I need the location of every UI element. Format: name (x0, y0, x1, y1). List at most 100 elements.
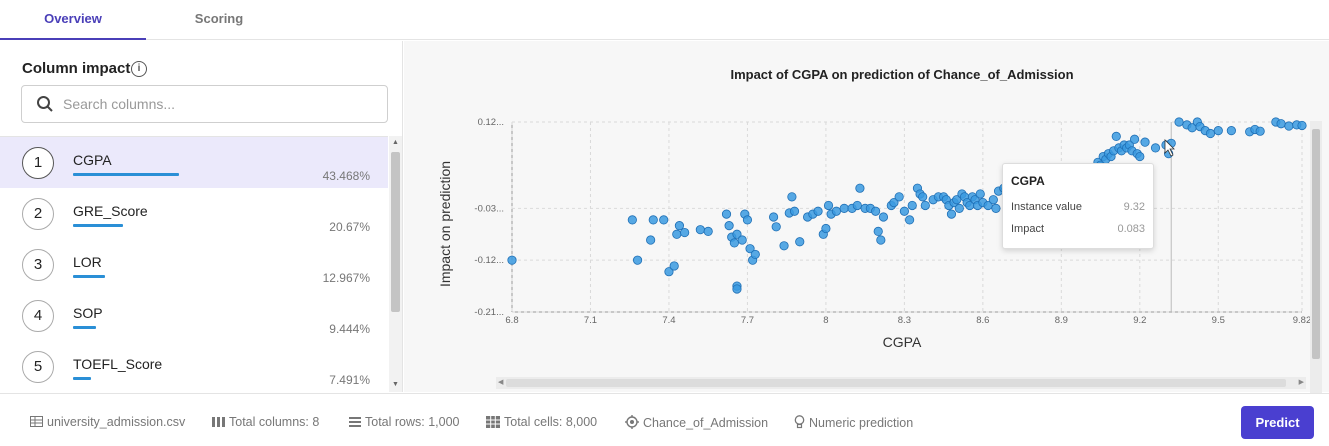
scroll-down-icon[interactable]: ▼ (392, 381, 399, 388)
data-point[interactable] (1255, 126, 1265, 136)
list-scrollbar[interactable]: ▲ ▼ (389, 136, 402, 392)
impact-bar (73, 173, 179, 176)
chart-vertical-scrollbar[interactable] (1310, 121, 1322, 411)
column-item-cgpa[interactable]: 1 CGPA 43.468% (0, 137, 388, 188)
column-list: 1 CGPA 43.468% 2 GRE_Score 20.67% 3 LOR … (0, 136, 388, 392)
column-item-toefl-score[interactable]: 5 TOEFL_Score 7.491% (0, 341, 388, 392)
data-point[interactable] (889, 198, 899, 208)
data-point[interactable] (855, 183, 865, 193)
scatter-chart: Impact of CGPA on prediction of Chance_o… (437, 67, 1311, 350)
target-icon (625, 415, 639, 429)
data-point[interactable] (703, 226, 713, 236)
scroll-up-icon[interactable]: ▲ (392, 139, 399, 146)
data-point[interactable] (507, 255, 517, 265)
data-point[interactable] (745, 244, 755, 254)
data-point[interactable] (1174, 117, 1184, 127)
data-point[interactable] (821, 223, 831, 234)
data-point[interactable] (659, 215, 669, 225)
data-point[interactable] (1140, 137, 1150, 147)
predict-button[interactable]: Predict (1241, 406, 1314, 439)
data-point[interactable] (988, 195, 998, 205)
data-point[interactable] (1276, 119, 1286, 129)
data-point[interactable] (918, 192, 928, 202)
scroll-right-icon[interactable]: ▶ (1298, 379, 1304, 386)
data-point[interactable] (920, 200, 930, 211)
data-point[interactable] (680, 227, 690, 238)
data-point[interactable] (627, 215, 637, 225)
data-point[interactable] (1297, 120, 1307, 131)
x-tick-label: 6.8 (505, 315, 518, 326)
tab-overview[interactable]: Overview (0, 0, 146, 40)
data-point[interactable] (729, 238, 739, 248)
data-point[interactable] (732, 284, 742, 294)
search-input[interactable] (63, 94, 363, 114)
data-point[interactable] (1213, 126, 1223, 136)
search-icon (37, 96, 53, 112)
data-point[interactable] (852, 200, 862, 211)
data-point[interactable] (724, 221, 734, 231)
data-point[interactable] (907, 200, 917, 211)
data-point[interactable] (946, 209, 957, 219)
column-item-lor[interactable]: 3 LOR 12.967% (0, 239, 388, 290)
column-name: LOR (73, 254, 102, 270)
data-point[interactable] (695, 225, 705, 235)
x-tick-label: 9.2 (1133, 315, 1146, 326)
data-point[interactable] (732, 229, 742, 239)
data-point[interactable] (831, 206, 841, 216)
scroll-thumb[interactable] (391, 152, 400, 312)
data-point[interactable] (721, 209, 732, 219)
column-item-sop[interactable]: 4 SOP 9.444% (0, 290, 388, 341)
data-point[interactable] (646, 235, 656, 245)
data-point[interactable] (742, 215, 753, 225)
data-point[interactable] (905, 215, 915, 225)
tooltip-title: CGPA (1011, 174, 1045, 188)
data-point[interactable] (1111, 131, 1121, 141)
data-point[interactable] (876, 235, 886, 245)
impact-percent: 20.67% (329, 220, 370, 234)
chart-horizontal-scrollbar[interactable]: ◀ ▶ (496, 377, 1306, 389)
data-point[interactable] (952, 195, 962, 205)
data-point[interactable] (632, 255, 643, 265)
data-point[interactable] (839, 203, 849, 213)
data-point[interactable] (664, 267, 674, 277)
data-point[interactable] (750, 249, 760, 260)
data-point[interactable] (873, 226, 883, 236)
data-point[interactable] (1226, 126, 1236, 136)
data-point[interactable] (991, 203, 1001, 213)
data-point[interactable] (789, 206, 800, 216)
data-point[interactable] (1284, 121, 1294, 131)
data-point[interactable] (871, 206, 881, 216)
data-point[interactable] (813, 206, 823, 216)
lightbulb-icon (794, 415, 805, 429)
data-point[interactable] (648, 215, 658, 225)
data-point[interactable] (674, 221, 685, 231)
rank-badge: 4 (22, 300, 54, 332)
data-point[interactable] (787, 192, 797, 202)
data-point[interactable] (737, 235, 747, 245)
tab-scoring[interactable]: Scoring (194, 11, 244, 26)
tooltip-value: 0.083 (1117, 223, 1145, 235)
data-point[interactable] (672, 229, 682, 239)
scroll-thumb[interactable] (506, 379, 1286, 387)
scroll-left-icon[interactable]: ◀ (498, 379, 504, 386)
scroll-thumb[interactable] (1312, 129, 1320, 359)
data-point[interactable] (1135, 151, 1145, 162)
data-point[interactable] (975, 189, 985, 199)
data-point[interactable] (1205, 128, 1216, 139)
data-point[interactable] (899, 206, 909, 216)
info-icon[interactable]: i (131, 61, 147, 77)
rank-badge: 2 (22, 198, 54, 230)
data-point[interactable] (768, 212, 779, 222)
data-point[interactable] (795, 237, 805, 247)
data-point[interactable] (823, 200, 834, 211)
column-item-gre-score[interactable]: 2 GRE_Score 20.67% (0, 188, 388, 239)
data-point[interactable] (779, 241, 789, 251)
data-point[interactable] (954, 203, 964, 213)
data-point[interactable] (1150, 143, 1161, 153)
data-point[interactable] (894, 192, 904, 202)
data-point[interactable] (1129, 134, 1140, 144)
data-point[interactable] (983, 200, 993, 211)
data-point[interactable] (669, 261, 679, 271)
data-point[interactable] (878, 212, 889, 222)
data-point[interactable] (771, 222, 781, 232)
